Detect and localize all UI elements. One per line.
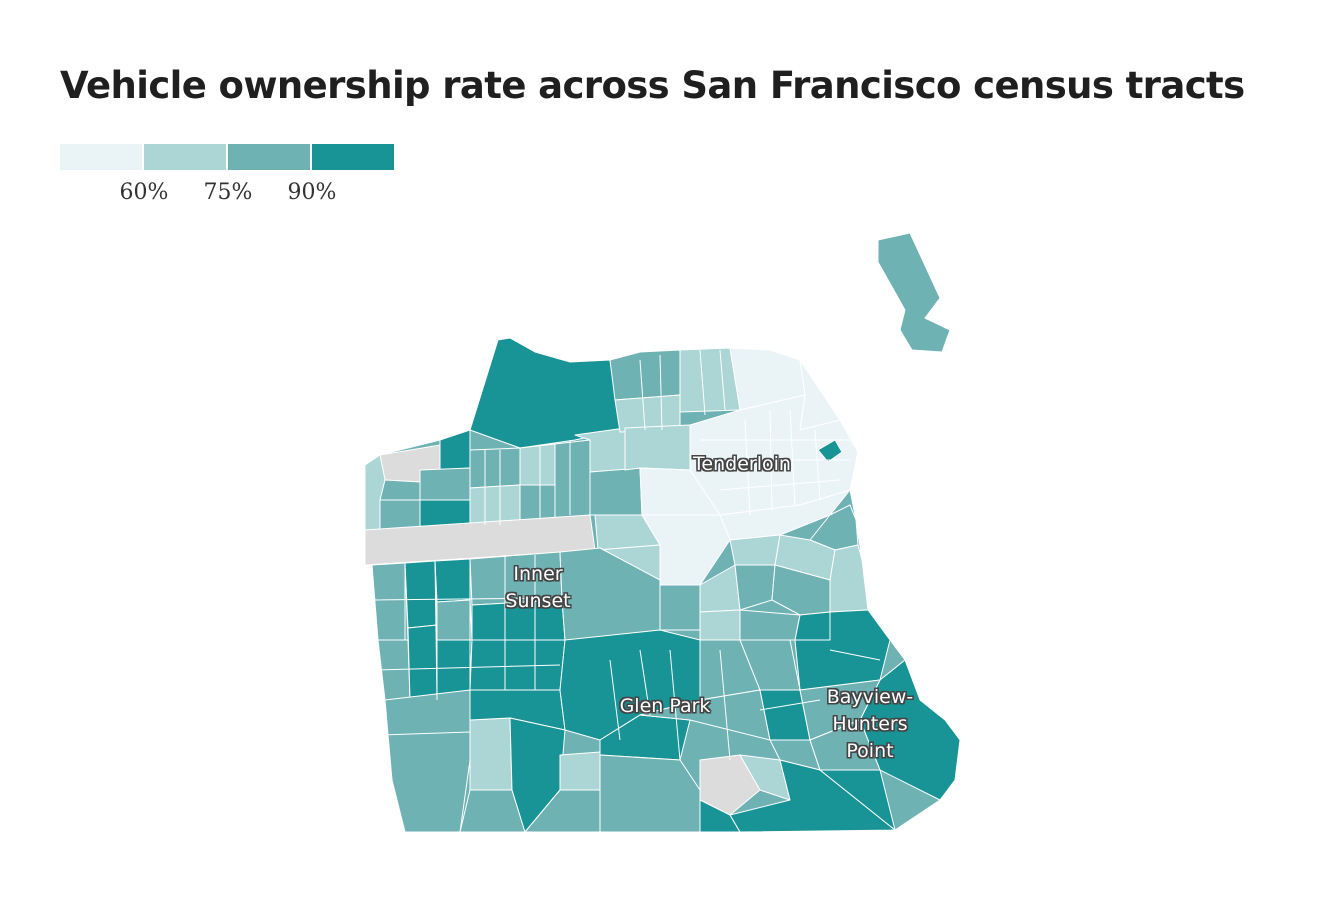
outer-sunset-tract-b xyxy=(404,560,438,629)
richmond-tract-c xyxy=(419,467,471,501)
legend-swatch-highest xyxy=(312,144,394,170)
marina-tract xyxy=(609,349,681,401)
sea-cliff-tract xyxy=(439,429,471,471)
russian-hill-tract xyxy=(679,347,741,413)
bernal-tract xyxy=(739,609,801,641)
outer-sunset-tract-d xyxy=(436,599,473,641)
pac-heights-tract xyxy=(624,424,691,471)
mclaren-park xyxy=(699,754,761,816)
label-bayview-line3: Point xyxy=(846,740,894,762)
richmond-tract-a xyxy=(379,479,421,501)
map-title: Vehicle ownership rate across San Franci… xyxy=(60,64,1245,107)
diamond-heights-tract xyxy=(599,714,691,761)
richmond-tract-g xyxy=(519,443,556,486)
potrero-south-tract xyxy=(794,611,831,641)
lakeshore-tract xyxy=(384,689,471,833)
label-bayview-line2: Hunters xyxy=(832,713,908,735)
rincon-tract xyxy=(817,439,843,463)
legend-ticks: 60% 75% 90% xyxy=(60,170,396,210)
outer-sunset-tract-c xyxy=(434,558,471,603)
merced-tract xyxy=(469,717,513,791)
presidio-tract xyxy=(469,337,621,449)
richmond-tract-h xyxy=(519,484,556,523)
candlestick-tract xyxy=(819,769,896,831)
laurel-tract xyxy=(589,467,643,516)
label-bayview-hunters-point: Bayview- Hunters Point xyxy=(827,684,914,765)
legend: 60% 75% 90% xyxy=(60,144,396,214)
treasure-island-tract xyxy=(877,232,951,353)
outer-sunset-tract-a xyxy=(371,562,409,641)
label-inner-sunset-line2: Sunset xyxy=(505,590,571,612)
legend-swatch-lowest xyxy=(60,144,142,170)
label-glen-park: Glen Park xyxy=(619,695,711,717)
label-inner-sunset: Inner Sunset xyxy=(505,561,570,615)
outer-sunset-tract-f xyxy=(407,624,438,701)
richmond-tract-b xyxy=(379,499,421,531)
legend-tick-75: 75% xyxy=(203,180,253,205)
legend-swatch-high xyxy=(228,144,310,170)
label-bayview-line1: Bayview- xyxy=(826,686,914,708)
richmond-tract-i xyxy=(554,439,591,521)
mission-tract-a xyxy=(729,534,781,566)
richmond-tract-f xyxy=(469,484,521,526)
tract-boundaries xyxy=(371,349,881,761)
mission-tract-d xyxy=(699,609,741,641)
label-tenderloin: Tenderloin xyxy=(693,453,791,475)
label-inner-sunset-line1: Inner xyxy=(513,563,563,585)
noe-tract xyxy=(659,584,701,631)
telegraph-hill-tract xyxy=(799,359,841,431)
legend-tick-90: 90% xyxy=(287,180,337,205)
legend-bar xyxy=(60,144,396,170)
dogpatch-tract xyxy=(829,544,869,613)
legend-swatch-low xyxy=(144,144,226,170)
richmond-tract-e xyxy=(469,447,521,489)
westwood-tract xyxy=(559,751,601,791)
legend-tick-60: 60% xyxy=(119,180,169,205)
